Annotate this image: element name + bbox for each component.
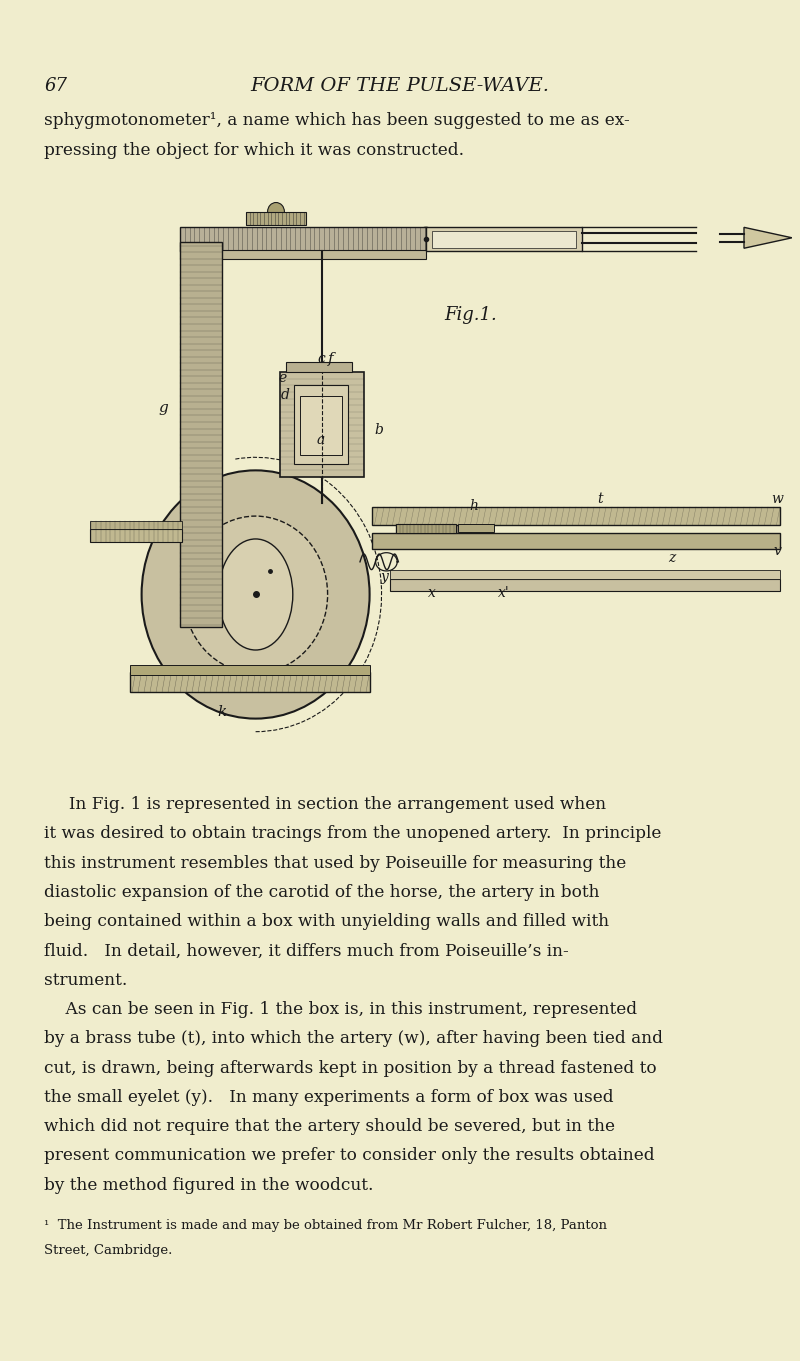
Text: FORM OF THE PULSE-WAVE.: FORM OF THE PULSE-WAVE. (250, 78, 550, 95)
Bar (280, 373, 363, 476)
Bar (180, 249, 426, 259)
Text: b: b (374, 423, 383, 437)
Text: diastolic expansion of the carotid of the horse, the artery in both: diastolic expansion of the carotid of th… (44, 885, 599, 901)
Text: cut, is drawn, being afterwards kept in position by a thread fastened to: cut, is drawn, being afterwards kept in … (44, 1060, 657, 1077)
Bar (372, 506, 780, 525)
Circle shape (446, 513, 472, 542)
Text: Street, Cambridge.: Street, Cambridge. (44, 1244, 172, 1258)
Text: t: t (597, 493, 603, 506)
Text: x': x' (498, 587, 510, 600)
Text: c: c (318, 352, 326, 366)
Text: by a brass tube (t), into which the artery (w), after having been tied and: by a brass tube (t), into which the arte… (44, 1030, 663, 1047)
Text: As can be seen in Fig. 1 the box is, in this instrument, represented: As can be seen in Fig. 1 the box is, in … (44, 1002, 637, 1018)
Bar (294, 385, 348, 464)
Bar (396, 524, 456, 534)
Text: the small eyelet (y).   In many experiments a form of box was used: the small eyelet (y). In many experiment… (44, 1089, 614, 1105)
Bar (286, 362, 352, 373)
Text: x: x (428, 587, 436, 600)
Text: this instrument resembles that used by Poiseuille for measuring the: this instrument resembles that used by P… (44, 855, 626, 871)
Bar (90, 529, 182, 542)
Text: ¹  The Instrument is made and may be obtained from Mr Robert Fulcher, 18, Panton: ¹ The Instrument is made and may be obta… (44, 1219, 607, 1233)
Circle shape (267, 203, 285, 220)
Text: h: h (470, 498, 478, 513)
Text: In Fig. 1 is represented in section the arrangement used when: In Fig. 1 is represented in section the … (44, 796, 606, 813)
Bar (426, 227, 582, 250)
Text: y: y (380, 570, 388, 584)
Text: w: w (772, 493, 783, 506)
Text: it was desired to obtain tracings from the unopened artery.  In principle: it was desired to obtain tracings from t… (44, 825, 662, 842)
Text: e: e (278, 370, 287, 385)
Text: which did not require that the artery should be severed, but in the: which did not require that the artery sh… (44, 1119, 615, 1135)
Text: z: z (668, 551, 676, 565)
Bar (130, 671, 370, 693)
Text: strument.: strument. (44, 972, 127, 988)
Text: f: f (328, 352, 334, 366)
Text: d: d (280, 388, 290, 401)
Text: fluid.   In detail, however, it differs much from Poiseuille’s in-: fluid. In detail, however, it differs mu… (44, 943, 569, 960)
Bar (372, 534, 780, 548)
Text: pressing the object for which it was constructed.: pressing the object for which it was con… (44, 142, 464, 158)
Bar (180, 242, 222, 627)
Text: being contained within a box with unyielding walls and filled with: being contained within a box with unyiel… (44, 913, 609, 930)
Text: v: v (774, 544, 782, 558)
Text: a: a (316, 433, 325, 448)
Ellipse shape (218, 539, 293, 651)
Bar (390, 578, 780, 591)
Text: g: g (158, 400, 168, 415)
Bar (90, 521, 182, 529)
Text: present communication we prefer to consider only the results obtained: present communication we prefer to consi… (44, 1147, 654, 1164)
Bar (300, 396, 342, 455)
Bar (390, 570, 780, 578)
Circle shape (142, 471, 370, 719)
Bar (458, 524, 494, 532)
Text: sphygmotonometer¹, a name which has been suggested to me as ex-: sphygmotonometer¹, a name which has been… (44, 113, 630, 129)
Text: by the method figured in the woodcut.: by the method figured in the woodcut. (44, 1176, 374, 1194)
Text: k: k (218, 705, 226, 719)
Bar (432, 231, 576, 248)
Bar (246, 212, 306, 225)
Bar (130, 666, 370, 675)
Text: Fig.1.: Fig.1. (444, 306, 497, 324)
Bar (180, 227, 426, 250)
Polygon shape (744, 227, 792, 248)
Circle shape (184, 516, 328, 672)
Circle shape (415, 227, 437, 250)
Text: 67: 67 (44, 78, 67, 95)
